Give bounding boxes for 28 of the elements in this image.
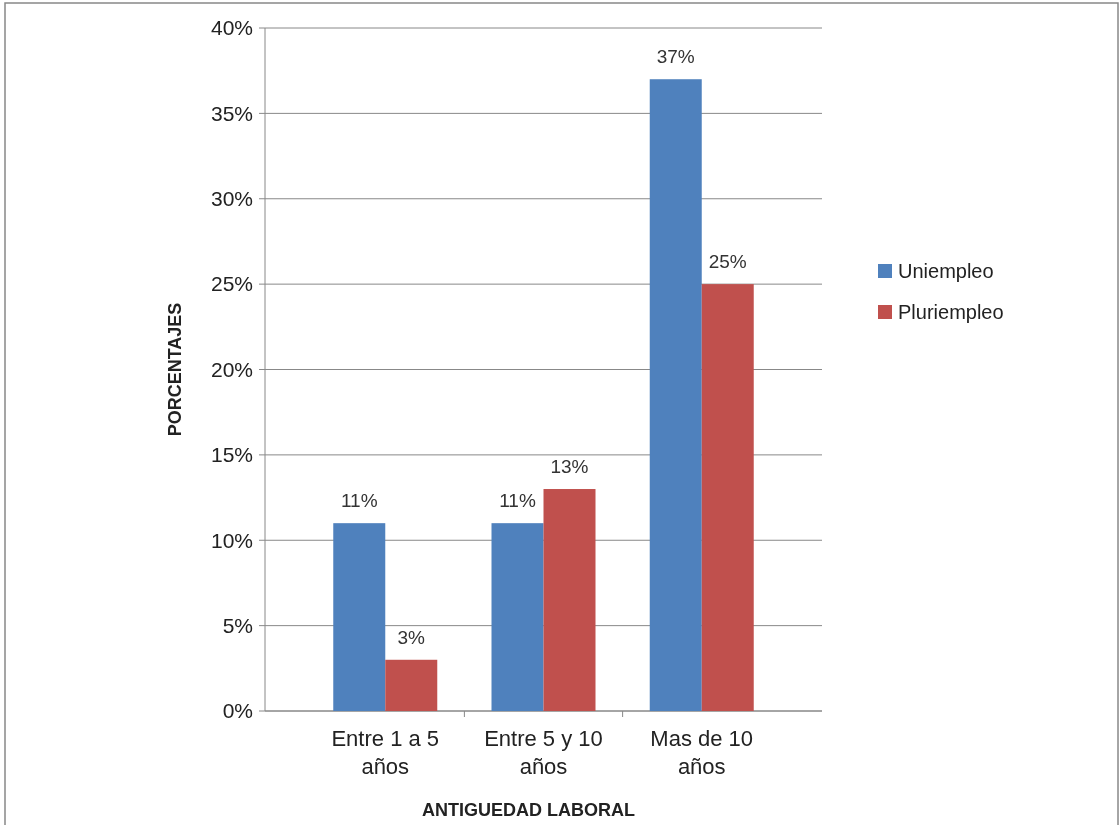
bar <box>543 489 596 711</box>
y-tick-label: 10% <box>210 528 253 552</box>
y-tick-label: 30% <box>210 187 253 211</box>
data-label: 11% <box>499 490 536 512</box>
x-axis-title: ANTIGUEDAD LABORAL <box>422 800 635 820</box>
x-tick-label: Entre 1 a 5 años <box>331 726 440 779</box>
y-tick-label: 25% <box>210 272 253 296</box>
bar <box>385 659 438 711</box>
y-axis-title: PORCENTAJES <box>165 302 185 437</box>
y-tick-label: 5% <box>222 613 253 637</box>
y-tick-label: 0% <box>222 699 253 723</box>
data-label: 25% <box>708 251 747 273</box>
bar <box>701 284 754 711</box>
bar <box>649 79 702 711</box>
bar <box>491 523 544 711</box>
legend-label: Uniempleo <box>898 260 994 282</box>
data-label: 37% <box>656 46 695 68</box>
bar <box>333 523 386 711</box>
x-tick-label: Mas de 10 años <box>650 726 754 779</box>
legend-label: Pluriempleo <box>898 301 1004 323</box>
y-tick-label: 35% <box>210 101 253 125</box>
data-label: 3% <box>397 626 426 648</box>
x-tick-label: Entre 5 y 10 años <box>484 726 603 779</box>
data-label: 13% <box>550 456 589 478</box>
y-tick-label: 40% <box>210 16 253 40</box>
y-tick-label: 20% <box>210 357 253 381</box>
data-label: 11% <box>340 490 378 512</box>
y-tick-label: 15% <box>210 443 253 467</box>
